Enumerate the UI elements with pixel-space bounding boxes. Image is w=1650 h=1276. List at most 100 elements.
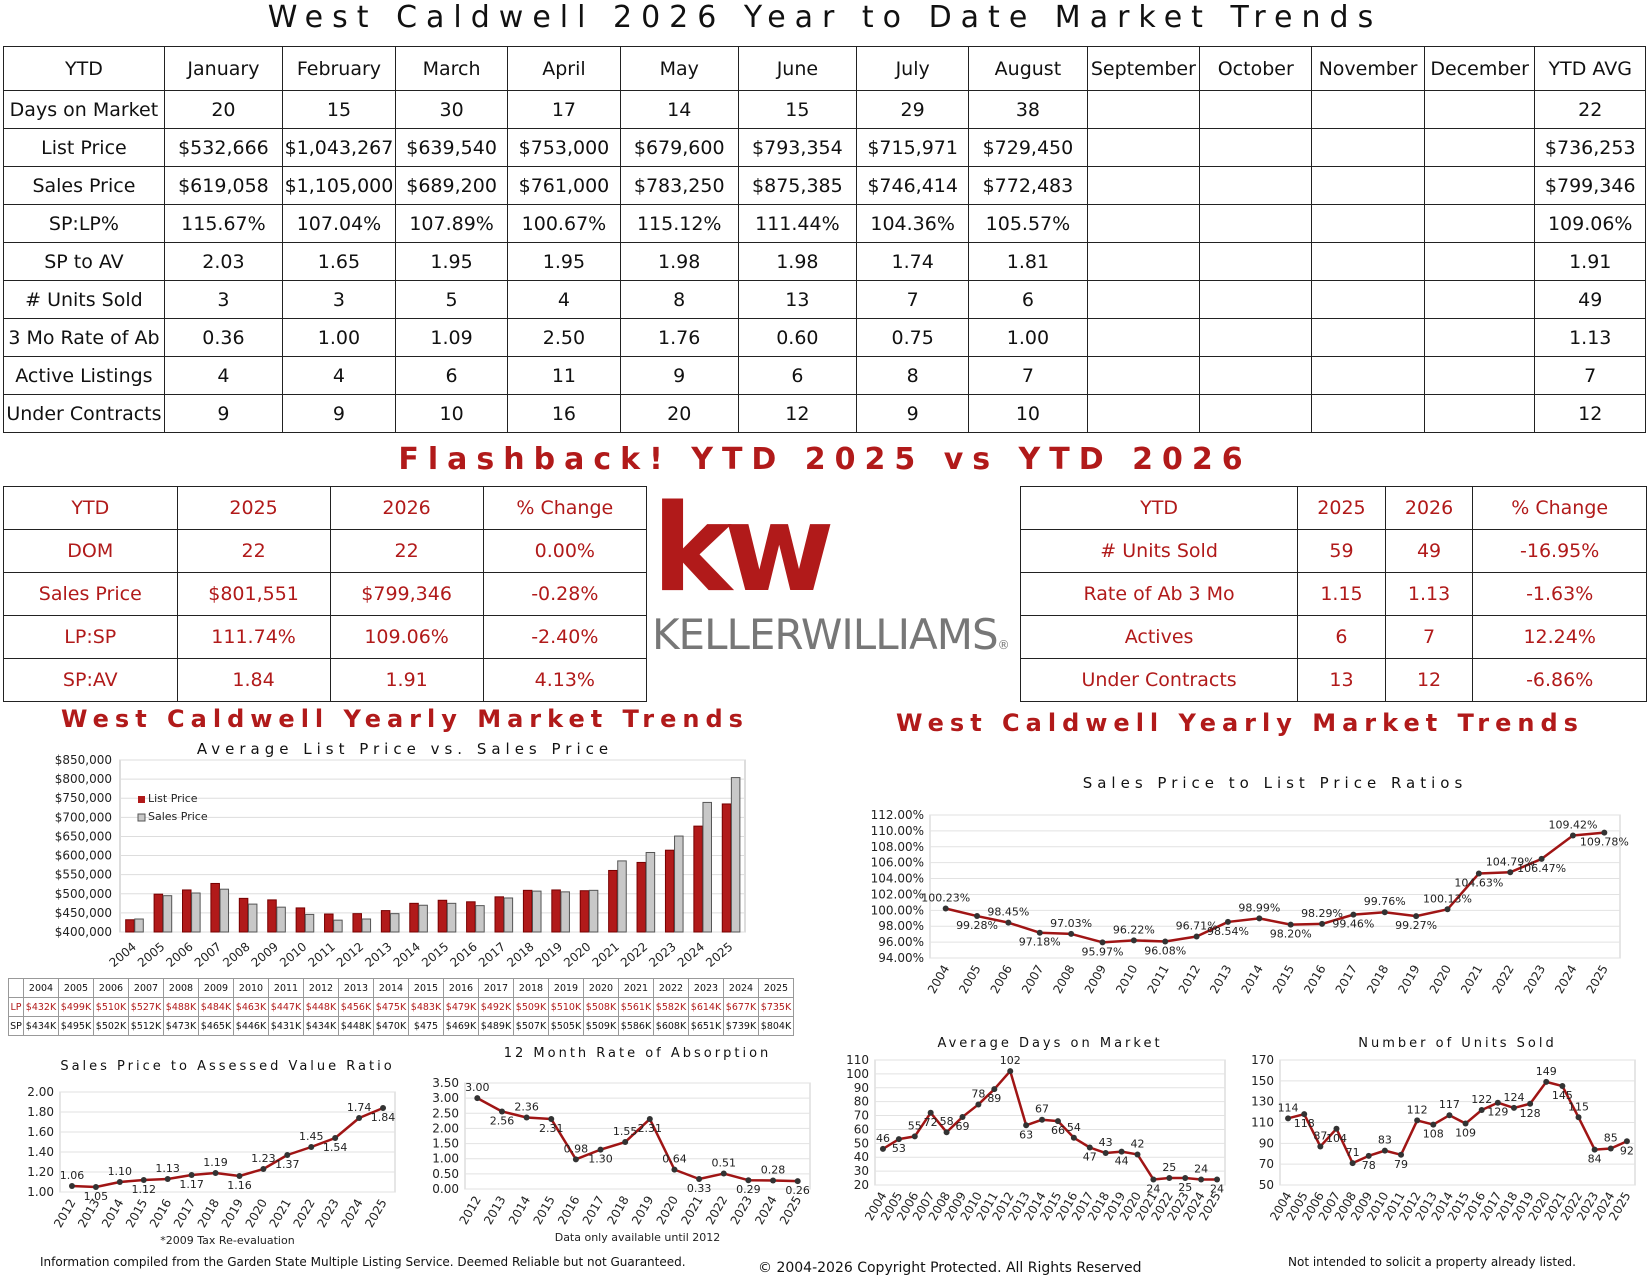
table-row: Days on Market 20 15 30 17 14 15 29 38 22 — [3, 90, 1646, 129]
year-cell: 2021 — [618, 978, 654, 998]
data-label: 24 — [1210, 1182, 1224, 1195]
bar-list-price — [267, 899, 277, 933]
y-tick-label: 40 — [854, 1150, 869, 1164]
table-cell: $753,000 — [507, 128, 621, 167]
compare-header-row: YTD 2025 2026% Change — [1019, 486, 1647, 530]
compare-cell: 22 — [176, 529, 331, 573]
sp-cell: $446K — [233, 1016, 269, 1036]
y-tick-label: 50 — [1259, 1178, 1274, 1192]
data-label: 1.45 — [299, 1130, 324, 1143]
year-row: 2004 2005 2006 2007 2008 2009 2010 2011 2012 2013… — [8, 978, 794, 998]
data-label: 2.31 — [539, 1122, 564, 1135]
y-tick-label: $450,000 — [55, 906, 112, 920]
data-label: 83 — [1378, 1134, 1392, 1147]
data-point — [116, 1179, 123, 1185]
section-title-left: West Caldwell Yearly Market Trends — [61, 705, 749, 733]
series-line — [1287, 1080, 1628, 1165]
table-cell: 3 — [282, 280, 396, 319]
data-label: 104.79% — [1486, 855, 1535, 868]
y-tick-label: 70 — [854, 1109, 869, 1123]
table-cell — [1199, 90, 1313, 129]
year-cell: 2004 — [23, 978, 59, 998]
x-tick-label: 2017 — [1333, 963, 1360, 996]
year-cell: 2014 — [373, 978, 409, 998]
compare-cell: 1.13 — [1384, 572, 1474, 616]
table-row: Under Contracts 9 9 10 16 20 12 9 10 12 — [3, 394, 1646, 433]
legend-swatch-sales — [137, 813, 146, 822]
compare-label: LP:SP — [3, 615, 178, 659]
table-row: List Price $532,666 $1,043,267 $639,540 $753… — [3, 128, 1646, 167]
data-label: 1.74 — [347, 1101, 372, 1114]
x-tick-label: 2015 — [419, 940, 451, 970]
data-point — [1224, 918, 1231, 925]
data-label: 89 — [987, 1092, 1001, 1105]
data-point — [1601, 829, 1608, 836]
x-tick-label: 2015 — [123, 1197, 150, 1230]
y-tick-label: 102.00% — [871, 887, 924, 901]
x-tick-label: 2006 — [163, 940, 195, 970]
data-label: 118 — [1294, 1117, 1315, 1130]
legend-label-sales: Sales Price — [148, 810, 208, 823]
bar-sales-price — [702, 801, 712, 933]
data-point — [380, 1105, 387, 1111]
compare-row: Actives 6 7 12.24% — [1019, 615, 1647, 659]
y-tick-label: 150 — [1251, 1074, 1274, 1088]
table-cell: 1.76 — [619, 318, 739, 357]
compare-cell: -6.86% — [1472, 658, 1647, 702]
data-label: 124 — [1503, 1091, 1524, 1104]
sp-cell: $469K — [443, 1016, 479, 1036]
y-tick-label: 50 — [854, 1136, 869, 1150]
data-label: 78 — [1362, 1159, 1376, 1172]
bar-sales-price — [219, 888, 230, 933]
data-label: 106.47% — [1517, 862, 1566, 875]
kw-logo-name: KELLERWILLIAMS® — [652, 610, 1010, 659]
y-tick-label: 104.00% — [871, 872, 924, 886]
bar-list-price — [664, 849, 675, 933]
table-cell — [1423, 128, 1536, 167]
x-tick-label: 2008 — [1050, 963, 1077, 996]
sp-cell: $434K — [303, 1016, 339, 1036]
compare-header: 2025 — [1297, 486, 1386, 530]
y-tick-label: 2.00 — [27, 1085, 54, 1099]
data-label: 97.18% — [1019, 936, 1061, 949]
x-tick-label: 2017 — [580, 1194, 607, 1227]
lp-cell: $614K — [688, 997, 724, 1017]
y-tick-label: 100.00% — [871, 903, 924, 917]
chart-units-sold: Number of Units Sold 50 70 90 110 130 150 170 11… — [1251, 1036, 1636, 1223]
x-tick-label: 2020 — [654, 1194, 681, 1227]
lp-row: LP $432K $499K $510K $527K $488K $484K $463K $44… — [8, 997, 794, 1017]
year-cell: 2016 — [443, 978, 479, 998]
x-tick-label: 2025 — [1584, 963, 1611, 996]
table-cell: $689,200 — [394, 166, 509, 205]
y-tick-label: 1.40 — [27, 1145, 54, 1159]
table-cell: 15 — [737, 90, 857, 129]
data-label: 96.08% — [1144, 944, 1186, 957]
lp-cell: $561K — [618, 997, 654, 1017]
year-cell: 2007 — [128, 978, 164, 998]
bar-sales-price — [162, 895, 173, 933]
data-label: 99.28% — [956, 919, 998, 932]
table-cell — [1311, 394, 1425, 433]
sp-cell: $651K — [688, 1016, 724, 1036]
y-tick-label: $800,000 — [55, 772, 112, 786]
data-point — [1198, 1176, 1205, 1183]
data-label: 24 — [1146, 1182, 1160, 1195]
data-point — [1413, 913, 1420, 920]
y-tick-label: 1.50 — [432, 1137, 459, 1151]
data-point — [1301, 1111, 1308, 1118]
table-cell: 9 — [855, 394, 970, 433]
compare-cell: -16.95% — [1472, 529, 1647, 573]
table-cell: 1.98 — [619, 242, 739, 281]
x-tick-label: 2014 — [391, 940, 423, 970]
year-cell: 2018 — [513, 978, 549, 998]
data-label: 1.17 — [179, 1178, 204, 1191]
y-tick-label: 80 — [854, 1095, 869, 1109]
table-cell: 115.67% — [163, 204, 284, 243]
x-tick-label: 2018 — [1364, 963, 1391, 996]
data-point — [1398, 1151, 1405, 1158]
data-point — [523, 1114, 530, 1121]
data-point — [1478, 1107, 1485, 1113]
x-tick-label: 2020 — [1427, 963, 1454, 996]
x-tick-label: 2016 — [147, 1197, 174, 1230]
table-cell: 107.04% — [282, 204, 396, 243]
